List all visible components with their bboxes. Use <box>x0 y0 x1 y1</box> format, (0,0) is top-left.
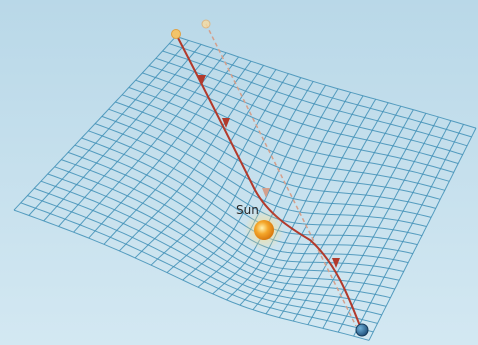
arrow-marker <box>198 75 206 85</box>
grid-line <box>20 202 374 333</box>
apparent-star-icon <box>201 19 211 29</box>
arrow-marker <box>332 258 340 268</box>
grid-line <box>34 187 382 316</box>
grid-line <box>54 166 395 290</box>
grid-line <box>101 115 427 227</box>
grid-line <box>128 87 445 191</box>
grid-line <box>13 209 370 341</box>
grid-line <box>108 108 432 218</box>
grid-line <box>142 72 454 173</box>
grid-line <box>47 173 391 299</box>
grid-line <box>121 94 441 200</box>
grid-line <box>155 57 463 156</box>
spacetime-grid <box>13 35 477 341</box>
grid-line <box>61 159 400 281</box>
apparent-light-path <box>205 23 357 327</box>
grid-line <box>115 101 436 209</box>
star-icon <box>171 29 181 39</box>
grid-line <box>162 50 468 147</box>
grid-line <box>27 195 378 324</box>
sun-label: Sun <box>236 203 259 217</box>
grid-line <box>135 79 450 182</box>
grid-line <box>67 151 404 272</box>
grid-line <box>175 35 477 129</box>
grid-line <box>169 43 472 138</box>
sun-icon <box>244 210 284 250</box>
grid-line <box>40 180 387 307</box>
actual-light-path <box>175 33 361 327</box>
earth-icon <box>355 323 369 337</box>
arrow-marker <box>222 118 230 128</box>
path-arrows <box>198 75 340 268</box>
arrow-marker <box>262 188 270 198</box>
